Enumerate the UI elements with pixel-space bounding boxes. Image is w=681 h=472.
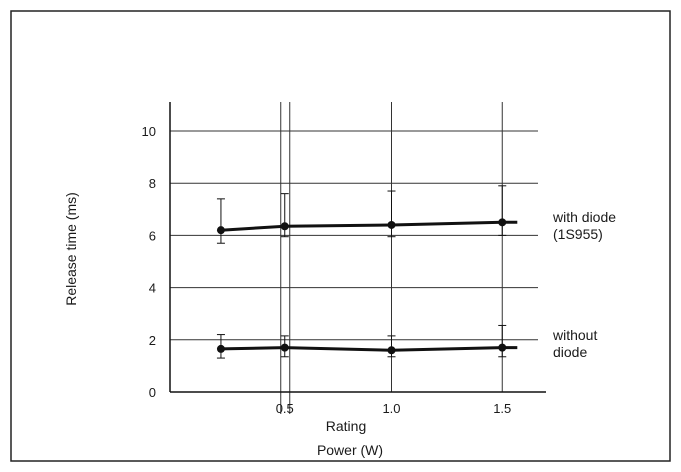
y-tick-label-4: 8 — [149, 176, 156, 191]
grid — [170, 102, 538, 414]
chart-frame — [10, 10, 671, 462]
x-axis-sublabel: Rating — [326, 418, 366, 434]
y-tick-label-1: 2 — [149, 333, 156, 348]
y-axis-label: Release time (ms) — [63, 192, 79, 306]
series-label-0-line-0: with diode — [552, 209, 616, 225]
data-point-1-1 — [280, 343, 289, 352]
y-tick-label-2: 4 — [149, 281, 156, 296]
y-tick-label-0: 0 — [149, 385, 156, 400]
x-axis-label: Power (W) — [317, 442, 383, 458]
axes — [169, 102, 546, 393]
data-point-0-0 — [216, 226, 225, 235]
x-tick-label-2: 1.5 — [493, 401, 511, 416]
x-tick-label-0: 0.5 — [276, 401, 294, 416]
series-0 — [216, 185, 518, 244]
data-point-0-2 — [387, 220, 396, 229]
series-1 — [216, 324, 518, 359]
series-layer — [216, 185, 518, 359]
data-point-0-1 — [280, 222, 289, 231]
data-point-1-3 — [498, 343, 507, 352]
y-tick-label-5: 10 — [142, 124, 156, 139]
data-point-1-0 — [216, 344, 225, 353]
series-label-1-line-1: diode — [553, 344, 587, 360]
x-tick-label-1: 1.0 — [382, 401, 400, 416]
series-label-0-line-1: (1S955) — [553, 226, 603, 242]
tick-labels: 0 2 4 6 8 10 0.5 1.0 1.5 — [142, 124, 512, 416]
data-point-1-2 — [387, 346, 396, 355]
data-point-0-3 — [498, 218, 507, 227]
series-label-1-line-0: without — [552, 327, 597, 343]
y-tick-label-3: 6 — [149, 228, 156, 243]
